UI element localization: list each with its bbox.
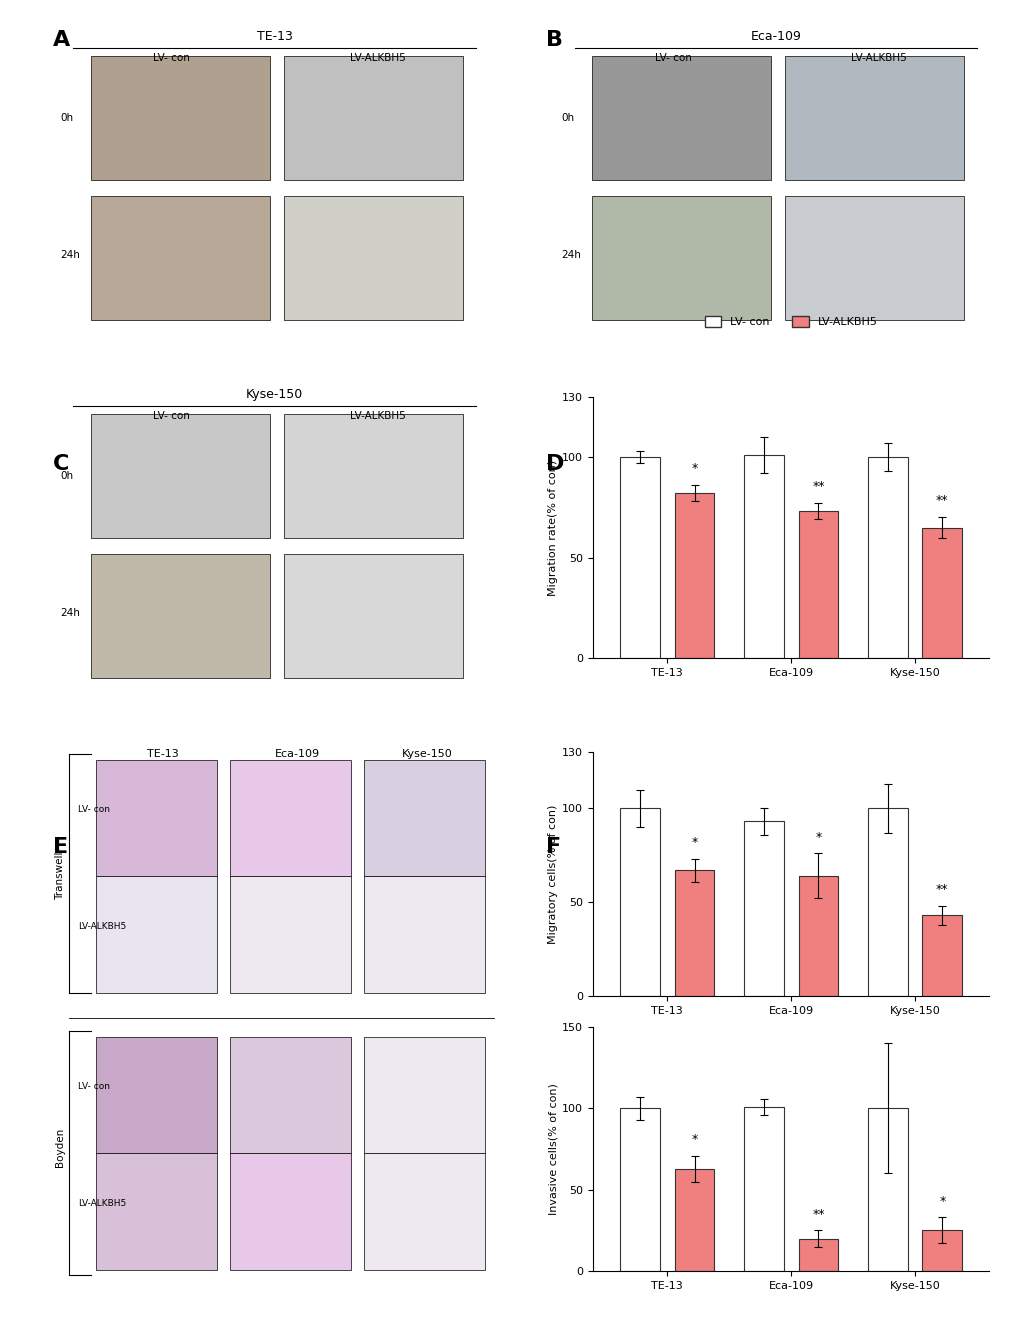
Bar [798,876,838,996]
Y-axis label: Invasive cells(% of con): Invasive cells(% of con) [547,1083,557,1215]
Text: *: * [691,1133,697,1145]
Bar [283,196,463,320]
Bar [229,876,351,993]
Bar [592,196,770,320]
Text: LV-ALKBH5: LV-ALKBH5 [350,53,406,62]
Bar [744,821,783,996]
Bar [921,915,961,996]
Bar [364,1153,485,1270]
Text: 0h: 0h [560,113,574,123]
Bar [921,527,961,658]
Bar [283,414,463,538]
Text: Eca-109: Eca-109 [274,748,319,759]
Bar [674,1169,713,1271]
Text: **: ** [811,481,824,493]
Text: 0h: 0h [60,471,73,481]
Text: A: A [53,30,70,50]
Bar [744,455,783,658]
Bar [620,1108,659,1271]
Text: LV-ALKBH5: LV-ALKBH5 [77,922,126,931]
Bar [96,1037,216,1153]
Bar [784,56,963,180]
Bar [921,1230,961,1271]
Legend: LV- con, LV-ALKBH5: LV- con, LV-ALKBH5 [700,311,881,331]
Bar [620,809,659,996]
Text: LV- con: LV- con [77,805,110,814]
Text: LV- con: LV- con [153,410,191,421]
Text: TE-13: TE-13 [257,29,292,42]
Text: B: B [545,30,562,50]
Text: LV-ALKBH5: LV-ALKBH5 [77,1198,126,1207]
Text: *: * [938,1194,945,1207]
Y-axis label: Migratory cells(% of con): Migratory cells(% of con) [547,804,557,944]
Text: 24h: 24h [60,608,79,618]
Bar [620,457,659,658]
Bar [674,870,713,996]
Text: LV- con: LV- con [77,1082,110,1091]
Bar [364,876,485,993]
Bar [592,56,770,180]
Text: 24h: 24h [560,250,581,260]
Text: Eca-109: Eca-109 [750,29,801,42]
Bar [674,494,713,658]
Bar [96,1153,216,1270]
Bar [229,1037,351,1153]
Bar [867,809,907,996]
Bar [229,760,351,876]
Text: LV-ALKBH5: LV-ALKBH5 [850,53,906,62]
Bar [798,511,838,658]
Bar [91,196,270,320]
Text: TE-13: TE-13 [147,748,178,759]
Bar [364,760,485,876]
Text: *: * [814,830,820,843]
Bar [96,760,216,876]
Text: *: * [691,837,697,849]
Text: LV- con: LV- con [654,53,691,62]
Text: **: ** [935,494,948,507]
Text: F: F [545,837,560,857]
Text: **: ** [935,883,948,896]
Text: Boyden: Boyden [55,1128,65,1168]
Text: Transwell: Transwell [55,851,65,900]
Bar [229,1153,351,1270]
Bar [867,457,907,658]
Text: Kyse-150: Kyse-150 [401,748,451,759]
Text: 24h: 24h [60,250,79,260]
Text: **: ** [811,1207,824,1221]
Text: LV- con: LV- con [153,53,191,62]
Bar [91,56,270,180]
Y-axis label: Migration rate(% of con): Migration rate(% of con) [547,459,557,596]
Text: LV-ALKBH5: LV-ALKBH5 [350,410,406,421]
Text: *: * [691,462,697,475]
Text: Kyse-150: Kyse-150 [246,388,303,401]
Bar [283,56,463,180]
Bar [744,1107,783,1271]
Bar [364,1037,485,1153]
Bar [784,196,963,320]
Bar [91,555,270,678]
Bar [96,876,216,993]
Bar [91,414,270,538]
Text: D: D [545,454,564,474]
Bar [867,1108,907,1271]
Text: C: C [53,454,69,474]
Bar [798,1238,838,1271]
Text: E: E [53,837,68,857]
Text: 0h: 0h [60,113,73,123]
Bar [283,555,463,678]
